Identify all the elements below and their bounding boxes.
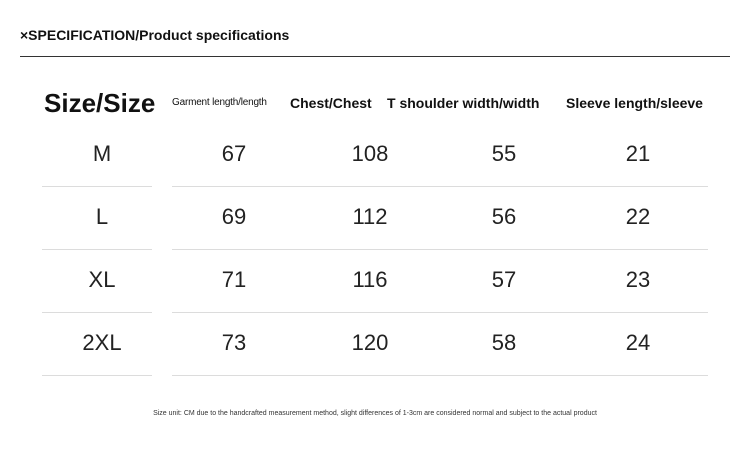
row-divider	[42, 375, 152, 376]
column-header-garment-length: Garment length/length	[172, 97, 267, 108]
size-footnote: Size unit: CM due to the handcrafted mea…	[153, 410, 597, 417]
section-title: ×SPECIFICATION/Product specifications	[20, 27, 290, 43]
table-row: 2XL 73 120 58 24	[0, 313, 750, 377]
chest-cell: 108	[351, 141, 389, 166]
header-divider	[20, 56, 730, 57]
shoulder-width-cell: 57	[491, 267, 517, 292]
garment-length-cell: 69	[221, 204, 247, 229]
row-divider	[172, 186, 708, 187]
row-divider	[42, 186, 152, 187]
column-header-sleeve-length: Sleeve length/sleeve	[566, 95, 703, 111]
sleeve-length-cell: 23	[625, 267, 651, 292]
table-row: L 69 112 56 22	[0, 187, 750, 251]
size-cell: 2XL	[82, 330, 122, 355]
garment-length-cell: 73	[221, 330, 247, 355]
size-cell: L	[95, 204, 109, 229]
shoulder-width-cell: 55	[491, 141, 517, 166]
column-header-chest: Chest/Chest	[290, 95, 372, 111]
shoulder-width-cell: 58	[491, 330, 517, 355]
sleeve-length-cell: 21	[625, 141, 651, 166]
shoulder-width-cell: 56	[491, 204, 517, 229]
chest-cell: 116	[352, 267, 388, 292]
sleeve-length-cell: 24	[625, 330, 651, 355]
row-divider	[42, 249, 152, 250]
table-row: M 67 108 55 21	[0, 124, 750, 188]
row-divider	[172, 375, 708, 376]
column-header-shoulder-width: T shoulder width/width	[387, 95, 540, 111]
chest-cell: 120	[351, 330, 389, 355]
garment-length-cell: 71	[221, 267, 247, 292]
garment-length-cell: 67	[221, 141, 247, 166]
row-divider	[172, 312, 708, 313]
row-divider	[172, 249, 708, 250]
column-header-size: Size/Size	[44, 88, 156, 118]
size-cell: XL	[88, 267, 116, 292]
size-cell: M	[92, 141, 112, 166]
sleeve-length-cell: 22	[625, 204, 651, 229]
row-divider	[42, 312, 152, 313]
chest-cell: 112	[352, 204, 388, 229]
table-row: XL 71 116 57 23	[0, 250, 750, 314]
